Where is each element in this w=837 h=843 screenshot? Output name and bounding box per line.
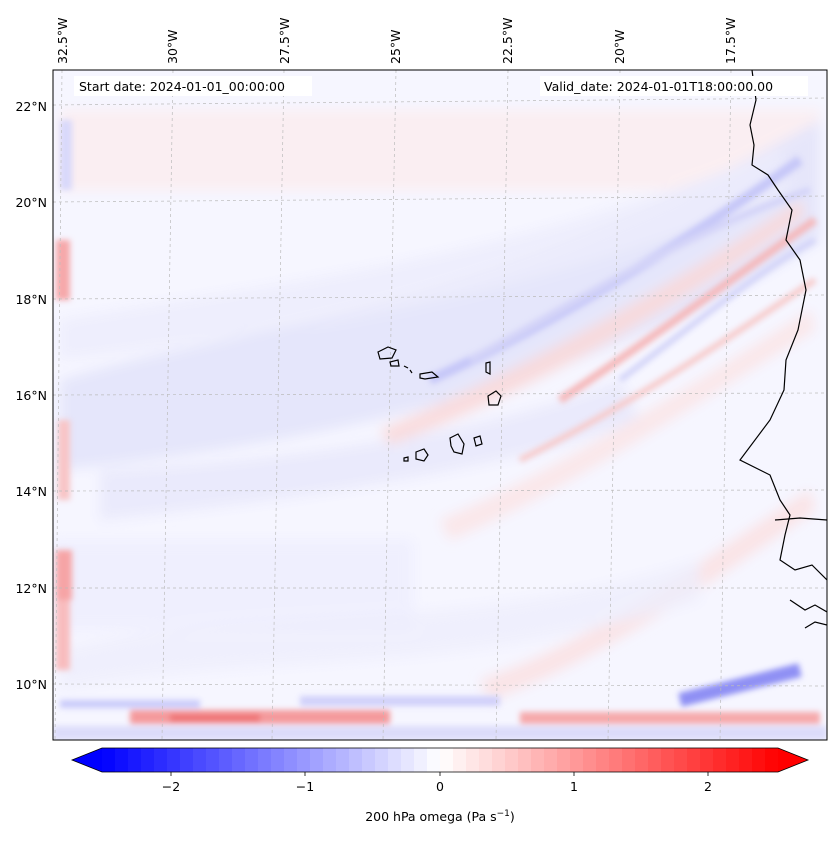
colorbar-extend-left xyxy=(72,748,102,772)
colorbar-segments xyxy=(102,748,779,772)
colorbar-segment xyxy=(349,748,363,772)
colorbar-segment xyxy=(570,748,584,772)
cape-verde-islands xyxy=(377,346,502,462)
colorbar-segment xyxy=(323,748,337,772)
colorbar-segment xyxy=(661,748,675,772)
lat-label: 16°N xyxy=(15,388,47,403)
colorbar-segment xyxy=(284,748,298,772)
colorbar-tick-label: 1 xyxy=(570,779,578,794)
colorbar-segment xyxy=(726,748,740,772)
colorbar-label-text: 200 hPa omega (Pa s xyxy=(365,809,496,824)
lon-label: 17.5°W xyxy=(723,18,738,64)
colorbar-segment xyxy=(310,748,324,772)
colorbar-segment xyxy=(414,748,428,772)
colorbar-segment xyxy=(141,748,155,772)
colorbar-segment xyxy=(336,748,350,772)
colorbar-segment xyxy=(648,748,662,772)
map-panel xyxy=(53,70,827,740)
lat-label: 18°N xyxy=(15,292,47,307)
colorbar-label: 200 hPa omega (Pa s−1) xyxy=(365,809,515,824)
colorbar-segment xyxy=(700,748,714,772)
colorbar-segment xyxy=(206,748,220,772)
colorbar-ticks xyxy=(170,772,709,776)
valid-date-box xyxy=(540,76,808,96)
colorbar-segment xyxy=(687,748,701,772)
lat-label: 10°N xyxy=(15,677,47,692)
colorbar-segment xyxy=(375,748,389,772)
map-frame xyxy=(52,69,828,741)
colorbar-segment xyxy=(440,748,454,772)
colorbar-segment xyxy=(713,748,727,772)
start-date-box xyxy=(74,76,312,96)
colorbar-segment xyxy=(297,748,311,772)
colorbar-tick-label: −2 xyxy=(162,779,180,794)
lat-label: 20°N xyxy=(15,195,47,210)
colorbar-segment xyxy=(518,748,532,772)
colorbar-segment xyxy=(544,748,558,772)
colorbar-segment xyxy=(154,748,168,772)
colorbar-segment xyxy=(453,748,467,772)
colorbar-segment xyxy=(583,748,597,772)
colorbar-label-end: ) xyxy=(510,809,515,824)
lon-label: 30°W xyxy=(165,29,180,64)
colorbar-outline xyxy=(70,747,810,773)
colorbar-extend-right xyxy=(778,748,808,772)
colorbar-segment xyxy=(622,748,636,772)
colorbar-tick-label: 0 xyxy=(436,779,444,794)
gridlines xyxy=(53,70,827,740)
start-date-label: Start date: 2024-01-01_00:00:00 xyxy=(79,79,285,94)
colorbar-tick-label: 2 xyxy=(704,779,712,794)
colorbar-segment xyxy=(674,748,688,772)
lat-label: 12°N xyxy=(15,581,47,596)
colorbar-segment xyxy=(635,748,649,772)
colorbar-segment xyxy=(466,748,480,772)
colorbar-segment xyxy=(557,748,571,772)
colorbar-segment xyxy=(128,748,142,772)
coastline xyxy=(739,70,827,629)
colorbar-segment xyxy=(232,748,246,772)
lon-label: 27.5°W xyxy=(277,18,292,64)
colorbar-segment xyxy=(739,748,753,772)
colorbar-segment xyxy=(115,748,129,772)
omega-field-shading xyxy=(53,110,820,700)
colorbar-segment xyxy=(609,748,623,772)
colorbar-segment xyxy=(427,748,441,772)
colorbar-segment xyxy=(362,748,376,772)
lon-label: 22.5°W xyxy=(500,18,515,64)
colorbar-segment xyxy=(401,748,415,772)
colorbar-segment xyxy=(180,748,194,772)
latitude-labels: 22°N 20°N 18°N 16°N 14°N 12°N 10°N xyxy=(15,99,47,692)
colorbar-segment xyxy=(193,748,207,772)
colorbar-segment xyxy=(271,748,285,772)
lon-label: 25°W xyxy=(388,29,403,64)
colorbar-segment xyxy=(258,748,272,772)
colorbar-segment xyxy=(245,748,259,772)
colorbar-segment xyxy=(102,748,116,772)
colorbar-segment xyxy=(219,748,233,772)
valid-date-label: Valid_date: 2024-01-01T18:00:00.00 xyxy=(544,79,773,94)
colorbar: −2 −1 0 1 2 200 hPa omega (Pa s−1) xyxy=(70,747,810,824)
longitude-labels: 32.5°W 30°W 27.5°W 25°W 22.5°W 20°W 17.5… xyxy=(55,18,738,64)
lon-label: 20°W xyxy=(612,29,627,64)
colorbar-segment xyxy=(531,748,545,772)
colorbar-segment xyxy=(388,748,402,772)
colorbar-segment xyxy=(596,748,610,772)
lon-label: 32.5°W xyxy=(55,18,70,64)
colorbar-segment xyxy=(167,748,181,772)
colorbar-segment xyxy=(492,748,506,772)
colorbar-segment xyxy=(505,748,519,772)
colorbar-label-superscript: −1 xyxy=(497,809,510,819)
colorbar-segment xyxy=(765,748,779,772)
lat-label: 22°N xyxy=(15,99,47,114)
colorbar-segment xyxy=(752,748,766,772)
colorbar-tick-label: −1 xyxy=(296,779,314,794)
lat-label: 14°N xyxy=(15,484,47,499)
colorbar-segment xyxy=(479,748,493,772)
